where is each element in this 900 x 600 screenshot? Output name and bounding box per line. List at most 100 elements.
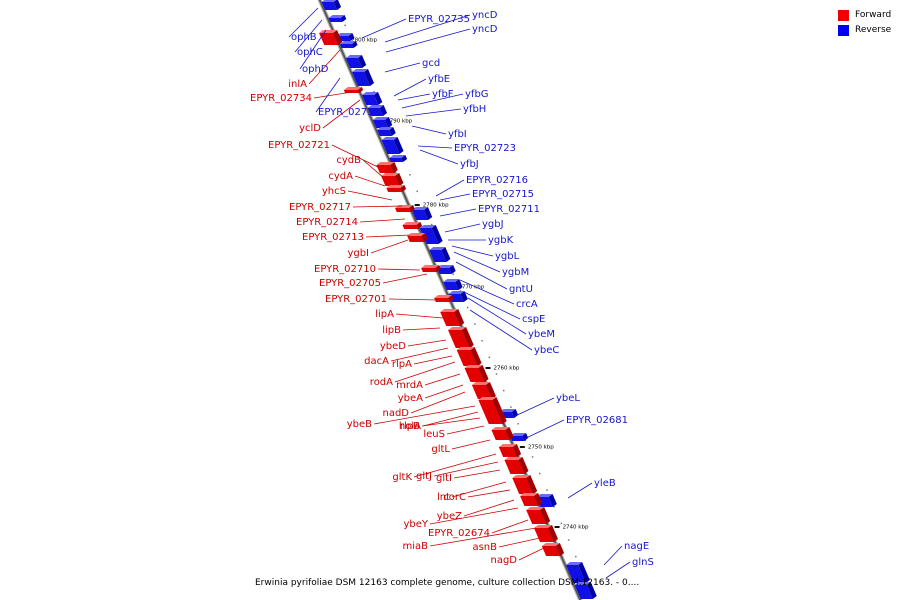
minor-tick: [474, 323, 476, 325]
forward-gene-block: [478, 397, 507, 424]
minor-tick: [560, 522, 563, 525]
reverse-gene-label: yfbH: [463, 104, 486, 115]
leader-line: [407, 339, 447, 347]
forward-gene-block: [534, 525, 559, 542]
scale-label: 2760 kbp: [494, 366, 520, 372]
minor-tick: [488, 356, 491, 359]
leader-line: [352, 205, 403, 208]
forward-gene-label: ybeA: [398, 393, 423, 404]
major-tick: [519, 446, 525, 448]
forward-gene-block: [491, 427, 514, 440]
forward-gene-label: corC: [443, 492, 466, 503]
leader-line: [455, 261, 508, 290]
forward-gene-block: [504, 457, 529, 474]
forward-swatch: [838, 10, 849, 21]
leader-line: [439, 208, 477, 217]
forward-gene-label: nadD: [382, 408, 409, 419]
forward-gene-label: rlpB: [400, 421, 420, 432]
forward-gene-label: EPYR_02710: [314, 264, 376, 275]
leader-line: [463, 499, 515, 517]
reverse-gene-label: yfbF: [432, 89, 454, 100]
forward-gene-label: ybeY: [403, 519, 428, 530]
minor-tick: [553, 506, 555, 508]
reverse-gene-label: yncD: [472, 24, 498, 35]
reverse-gene-label: glnS: [632, 557, 654, 568]
scale-label: 2780 kbp: [423, 203, 449, 209]
forward-gene-label: lipB: [382, 325, 401, 336]
forward-gene-label: EPYR_02721: [268, 140, 330, 151]
leader-line: [405, 108, 462, 117]
leader-line: [567, 482, 593, 499]
minor-tick: [459, 290, 462, 292]
leader-line: [469, 309, 533, 351]
forward-gene-block: [520, 493, 543, 506]
forward-gene-label: rlpA: [392, 359, 412, 370]
minor-tick: [344, 24, 346, 27]
forward-gene-label: gltL: [431, 444, 450, 455]
leader-line: [514, 397, 555, 417]
leader-line: [413, 453, 497, 478]
leader-line: [365, 234, 411, 238]
forward-gene-label: ybeB: [347, 419, 372, 430]
forward-gene-label: gltJ: [416, 471, 432, 482]
reverse-gene-label: ygbM: [502, 267, 529, 278]
forward-gene-label: holA: [399, 421, 421, 432]
forward-gene-label: EPYR_02674: [428, 528, 490, 539]
leader-line: [459, 279, 515, 305]
forward-gene-block: [471, 382, 496, 399]
leader-line: [390, 347, 449, 362]
reverse-gene-block: [429, 247, 451, 262]
minor-tick: [466, 306, 469, 309]
reverse-gene-block: [437, 265, 456, 274]
scale-label: 2750 kbp: [528, 445, 554, 451]
leader-line: [421, 417, 481, 427]
reverse-swatch: [838, 25, 849, 36]
forward-gene-block: [434, 295, 454, 302]
forward-gene-block: [464, 365, 489, 382]
forward-gene-label: EPYR_02734: [250, 93, 312, 104]
reverse-gene-label: ygbL: [495, 251, 520, 262]
reverse-gene-label: EPYR_02733: [318, 107, 380, 118]
leader-line: [362, 159, 385, 179]
leader-line: [308, 49, 341, 85]
forward-gene-block: [448, 327, 474, 348]
forward-gene-label: EPYR_02714: [296, 217, 358, 228]
leader-line: [518, 547, 545, 561]
reverse-gene-label: ophB: [291, 32, 317, 43]
forward-gene-label: cydB: [336, 155, 361, 166]
reverse-gene-block: [566, 562, 590, 583]
reverse-gene-block: [510, 433, 529, 441]
forward-gene-label: EPYR_02717: [289, 202, 351, 213]
reverse-gene-block: [372, 117, 393, 128]
reverse-gene-label: yfbJ: [460, 159, 479, 170]
reverse-gene-label: ybeC: [534, 345, 559, 356]
minor-tick: [510, 406, 512, 408]
leader-line: [385, 28, 471, 53]
reverse-gene-block: [419, 225, 443, 244]
leader-line: [402, 327, 441, 331]
reverse-gene-label: ybeL: [556, 393, 580, 404]
forward-gene-label: asnB: [472, 542, 497, 553]
forward-gene-label: EPYR_02713: [302, 232, 364, 243]
forward-gene-label: cydA: [328, 171, 353, 182]
forward-gene-block: [376, 162, 398, 173]
leader-line: [382, 273, 428, 284]
leader-line: [313, 91, 353, 99]
reverse-gene-label: EPYR_02715: [472, 189, 534, 200]
leader-line: [361, 18, 407, 39]
leader-line: [288, 7, 319, 38]
leader-line: [388, 298, 438, 301]
reverse-gene-label: yncD: [472, 10, 498, 21]
minor-tick: [481, 340, 483, 342]
scale-label: 2770 kbp: [458, 285, 484, 291]
leader-line: [444, 223, 481, 233]
scale-label: 2790 kbp: [386, 119, 412, 125]
leader-line: [603, 545, 623, 566]
reverse-gene-block: [361, 92, 383, 105]
leader-line: [393, 78, 427, 97]
reverse-gene-block: [389, 155, 408, 162]
reverse-gene-label: EPYR_02735: [408, 14, 470, 25]
reverse-gene-label: EPYR_02723: [454, 143, 516, 154]
